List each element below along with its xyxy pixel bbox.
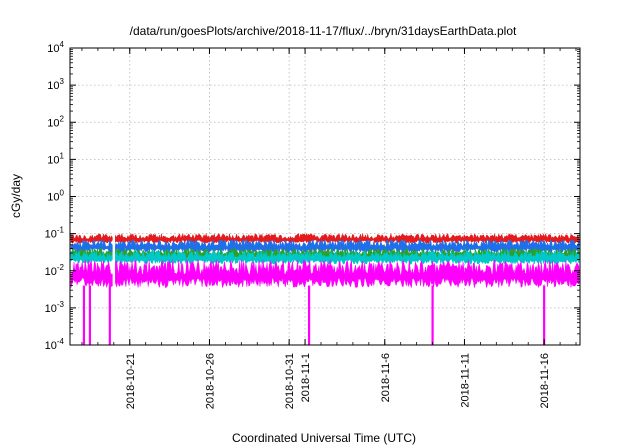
y-tick-label: 10-1: [45, 226, 65, 241]
y-tick-label: 104: [47, 40, 64, 55]
grid: [70, 47, 580, 346]
y-tick-label: 10-3: [45, 300, 65, 315]
x-tick-label: 2018-10-31: [284, 353, 296, 409]
y-tick-label: 101: [47, 151, 64, 166]
y-tick-label: 102: [47, 114, 64, 129]
x-tick-label: 2018-11-6: [380, 353, 392, 402]
y-axis-label: cGy/day: [9, 174, 23, 218]
x-tick-label: 2018-10-26: [204, 353, 216, 409]
x-axis: 2018-10-21 2018-10-26 2018-10-31 2018-11-1 2…: [81, 48, 577, 409]
y-tick-label: 100: [47, 189, 64, 204]
chart-title: /data/run/goesPlots/archive/2018-11-17/f…: [130, 24, 517, 38]
x-tick-label: 2018-11-16: [539, 353, 551, 408]
x-tick-label: 2018-10-21: [125, 353, 137, 409]
x-tick-label: 2018-11-1: [300, 353, 312, 402]
data-gap: [112, 49, 116, 344]
y-axis: 10-4 10-3 10-2 10-1 100 101 102 103 104: [45, 40, 580, 352]
y-tick-label: 10-2: [45, 263, 65, 278]
y-tick-label: 10-4: [45, 337, 65, 352]
series-band: [70, 259, 580, 289]
y-tick-label: 103: [47, 77, 64, 92]
series-bands: [70, 49, 580, 345]
x-tick-label: 2018-11-11: [459, 353, 471, 408]
x-axis-label: Coordinated Universal Time (UTC): [232, 431, 416, 445]
